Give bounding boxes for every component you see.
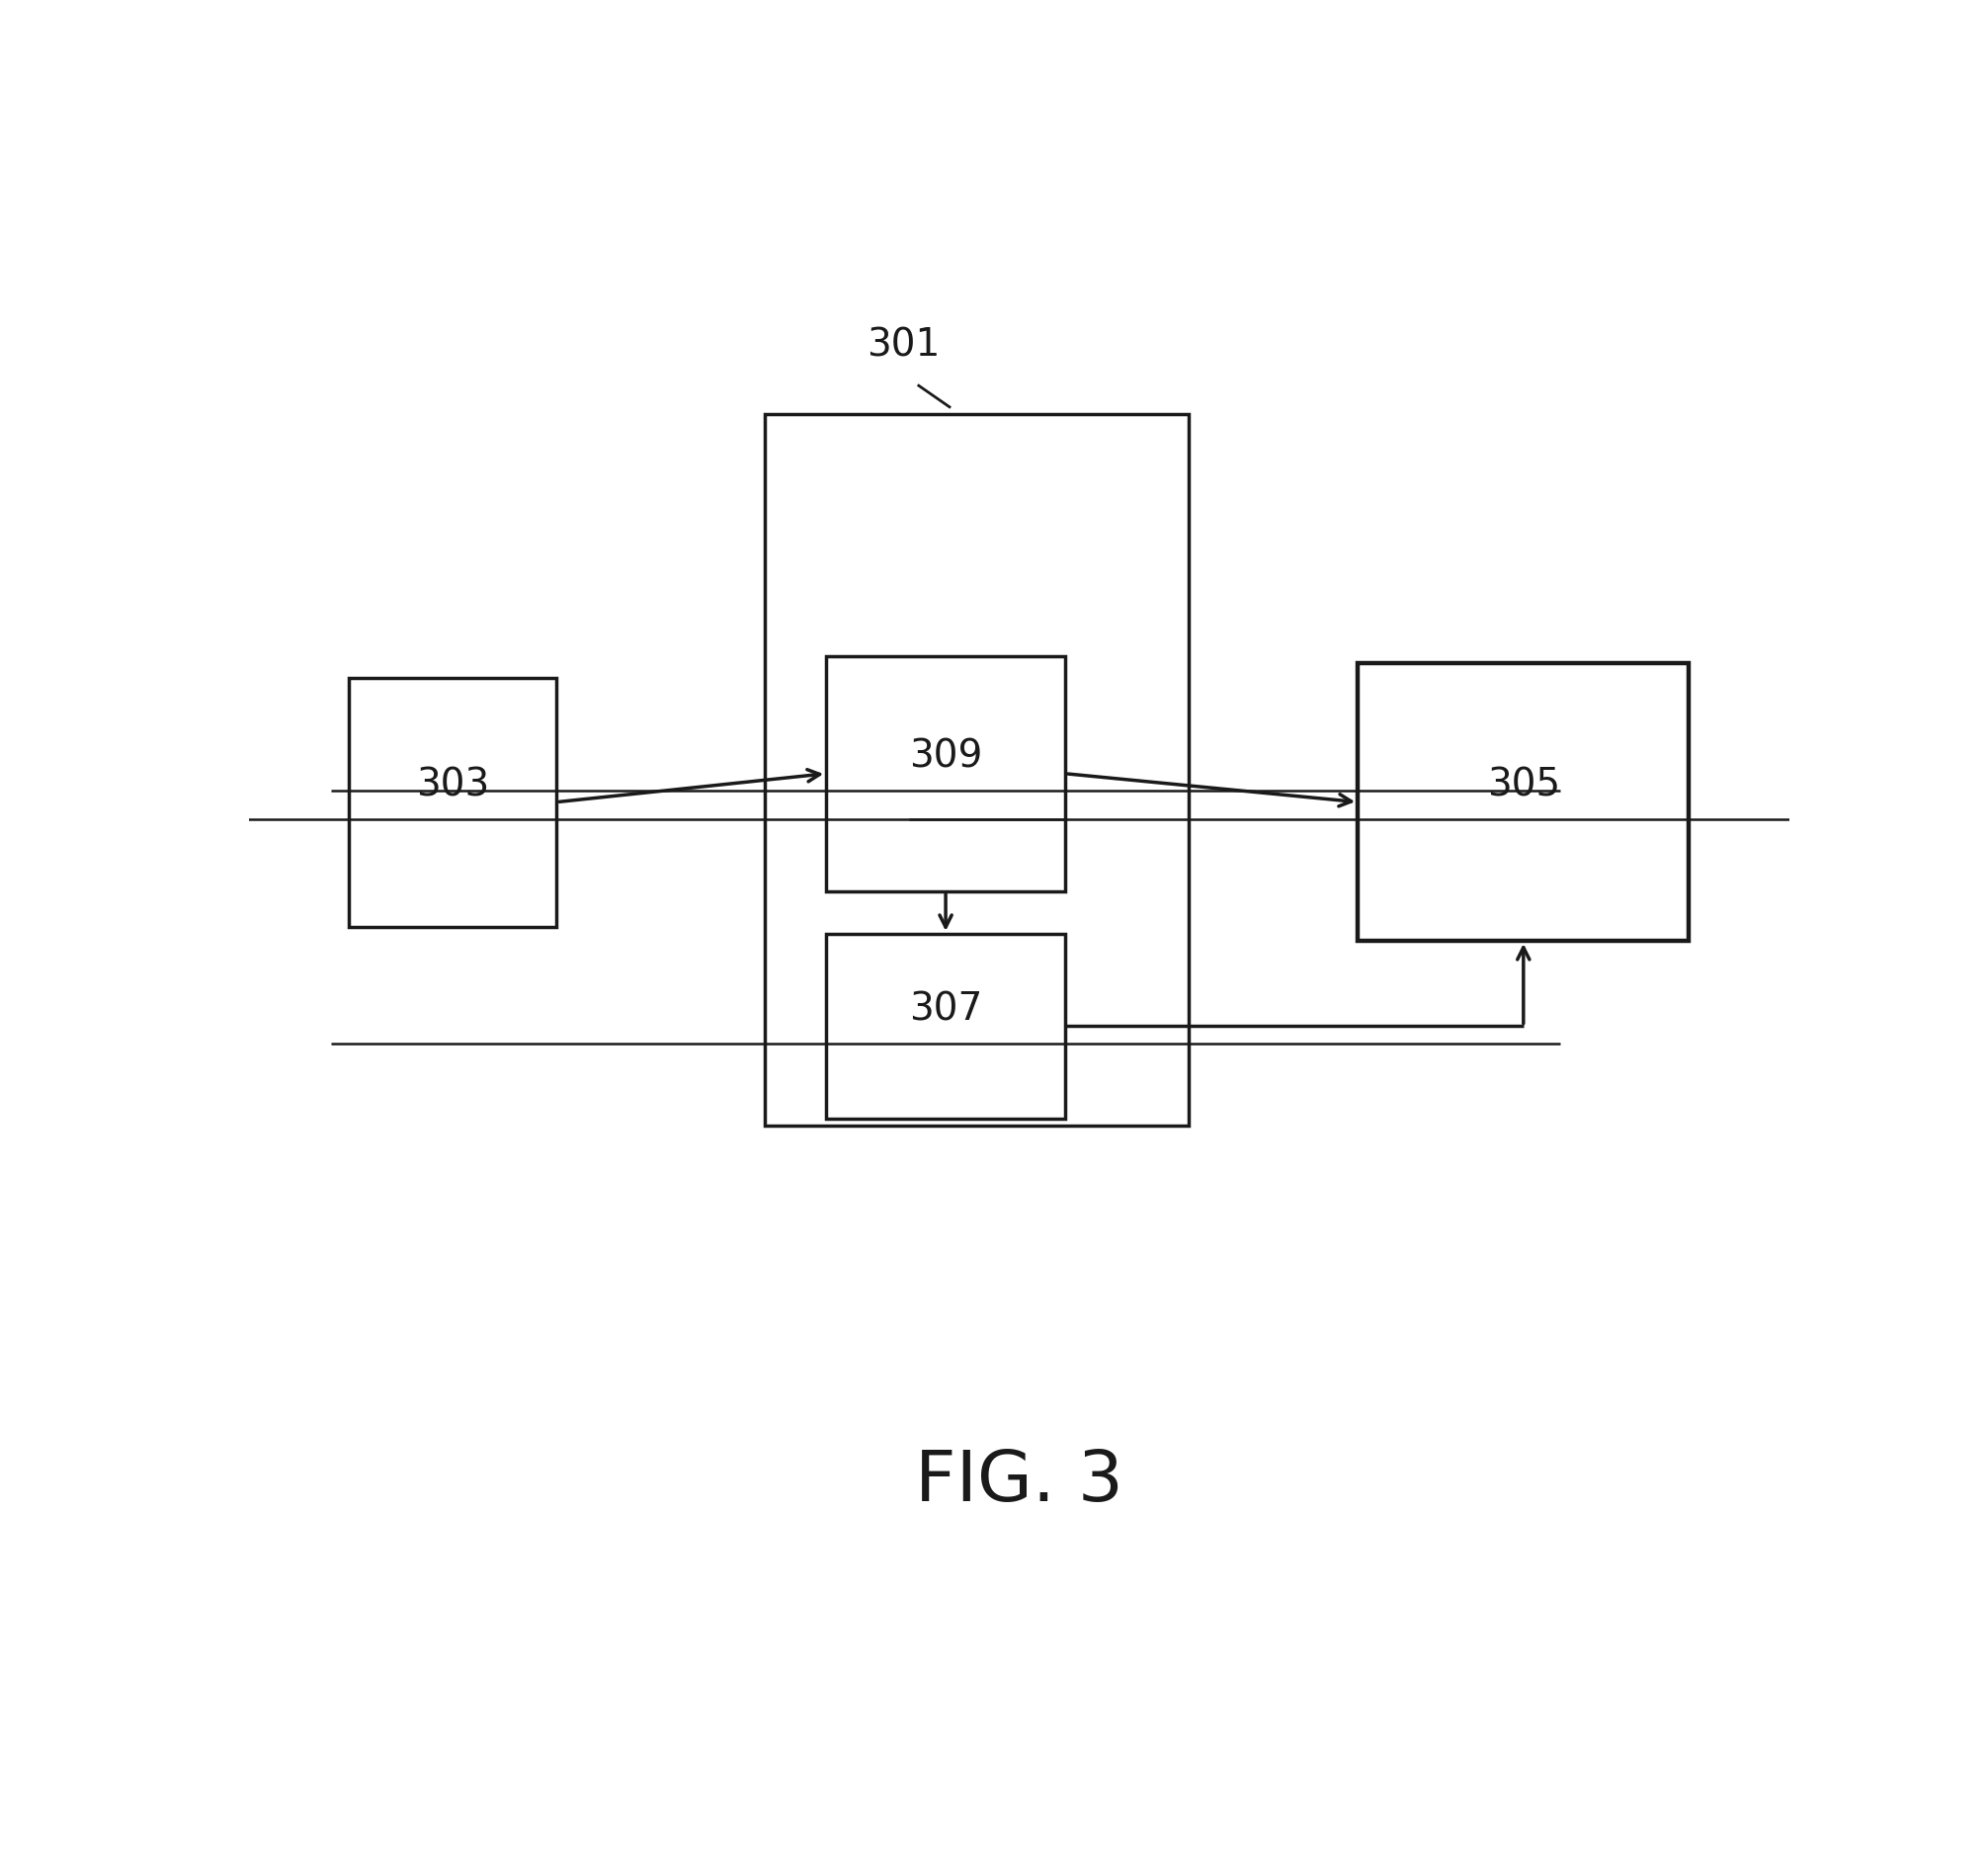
Text: FIG. 3: FIG. 3 <box>914 1448 1123 1516</box>
Bar <box>765 414 1189 1126</box>
Text: 309: 309 <box>909 738 982 775</box>
Text: 301: 301 <box>867 327 940 364</box>
Text: 307: 307 <box>909 991 982 1028</box>
Text: 305: 305 <box>1487 765 1561 804</box>
Text: 303: 303 <box>415 765 489 804</box>
Bar <box>827 656 1066 891</box>
Bar <box>1358 664 1690 941</box>
Bar <box>348 677 557 926</box>
Bar <box>827 934 1066 1119</box>
